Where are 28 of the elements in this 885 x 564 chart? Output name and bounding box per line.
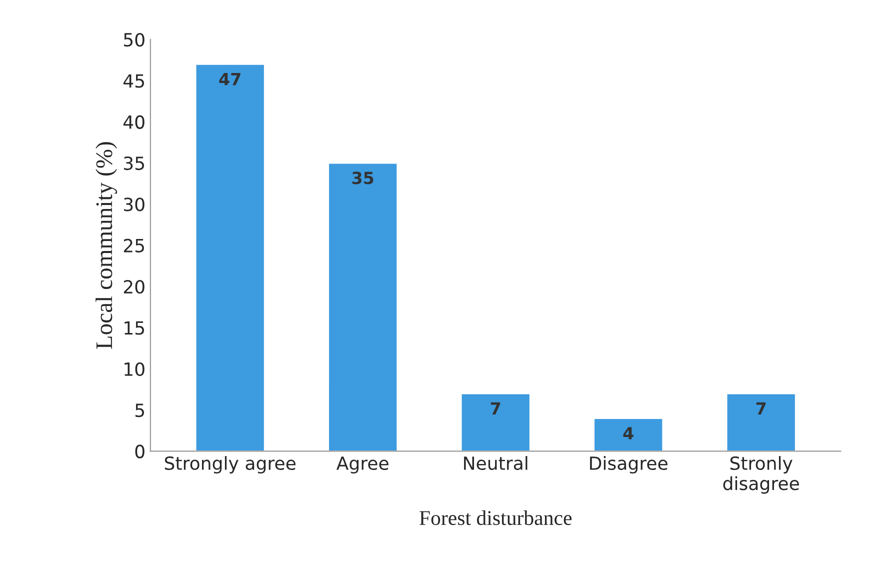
- x-axis-title: Forest disturbance: [420, 510, 572, 526]
- data-label: 47: [219, 73, 240, 86]
- y-tick-label: 20: [124, 280, 144, 294]
- x-tick-label: Neutral: [464, 456, 528, 470]
- y-tick-label: 45: [123, 74, 144, 88]
- y-tick-label: 30: [124, 198, 144, 212]
- bar: [328, 162, 398, 452]
- x-tick-label: Strongly agree: [164, 456, 296, 474]
- x-tick-label: Agree: [336, 456, 388, 474]
- x-tick-label: Disagree: [590, 456, 668, 474]
- data-label: 4: [623, 427, 634, 440]
- y-tick-label: 15: [124, 321, 144, 335]
- bar: [593, 418, 664, 452]
- y-tick-label: 25: [124, 238, 144, 252]
- data-label: 7: [490, 402, 500, 415]
- x-tick-label: Stronly disagree: [723, 456, 799, 494]
- bar: [726, 392, 796, 452]
- y-tick-label: 10: [124, 362, 144, 376]
- bar: [460, 392, 531, 452]
- y-tick-label: 35: [124, 156, 144, 170]
- y-tick-label: 50: [124, 32, 144, 47]
- data-label: 35: [352, 172, 374, 184]
- data-label: 7: [756, 402, 766, 415]
- y-tick-label: 5: [135, 404, 144, 418]
- bar: [194, 63, 266, 452]
- y-tick-label: 0: [135, 444, 144, 458]
- y-axis-title: Local community (%): [96, 142, 118, 349]
- y-tick-label: 40: [123, 115, 144, 129]
